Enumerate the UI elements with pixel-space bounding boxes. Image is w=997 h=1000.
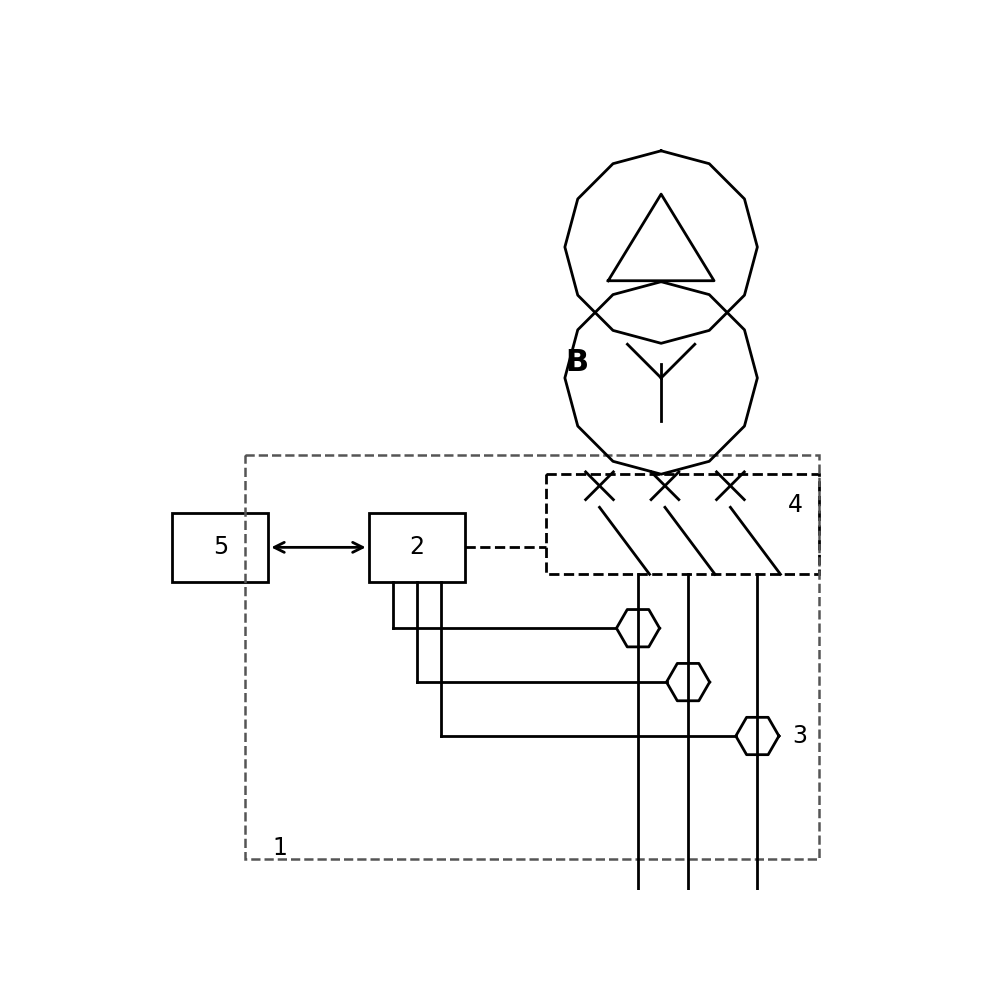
Bar (545, 474, 819, 574)
Text: 3: 3 (793, 724, 808, 748)
Text: 1: 1 (272, 836, 287, 860)
Text: B: B (565, 348, 588, 377)
Bar (172, 513, 268, 582)
Text: 4: 4 (789, 493, 804, 517)
Text: 5: 5 (213, 535, 228, 559)
Bar (369, 513, 465, 582)
Text: 2: 2 (410, 535, 425, 559)
Bar (245, 455, 819, 859)
